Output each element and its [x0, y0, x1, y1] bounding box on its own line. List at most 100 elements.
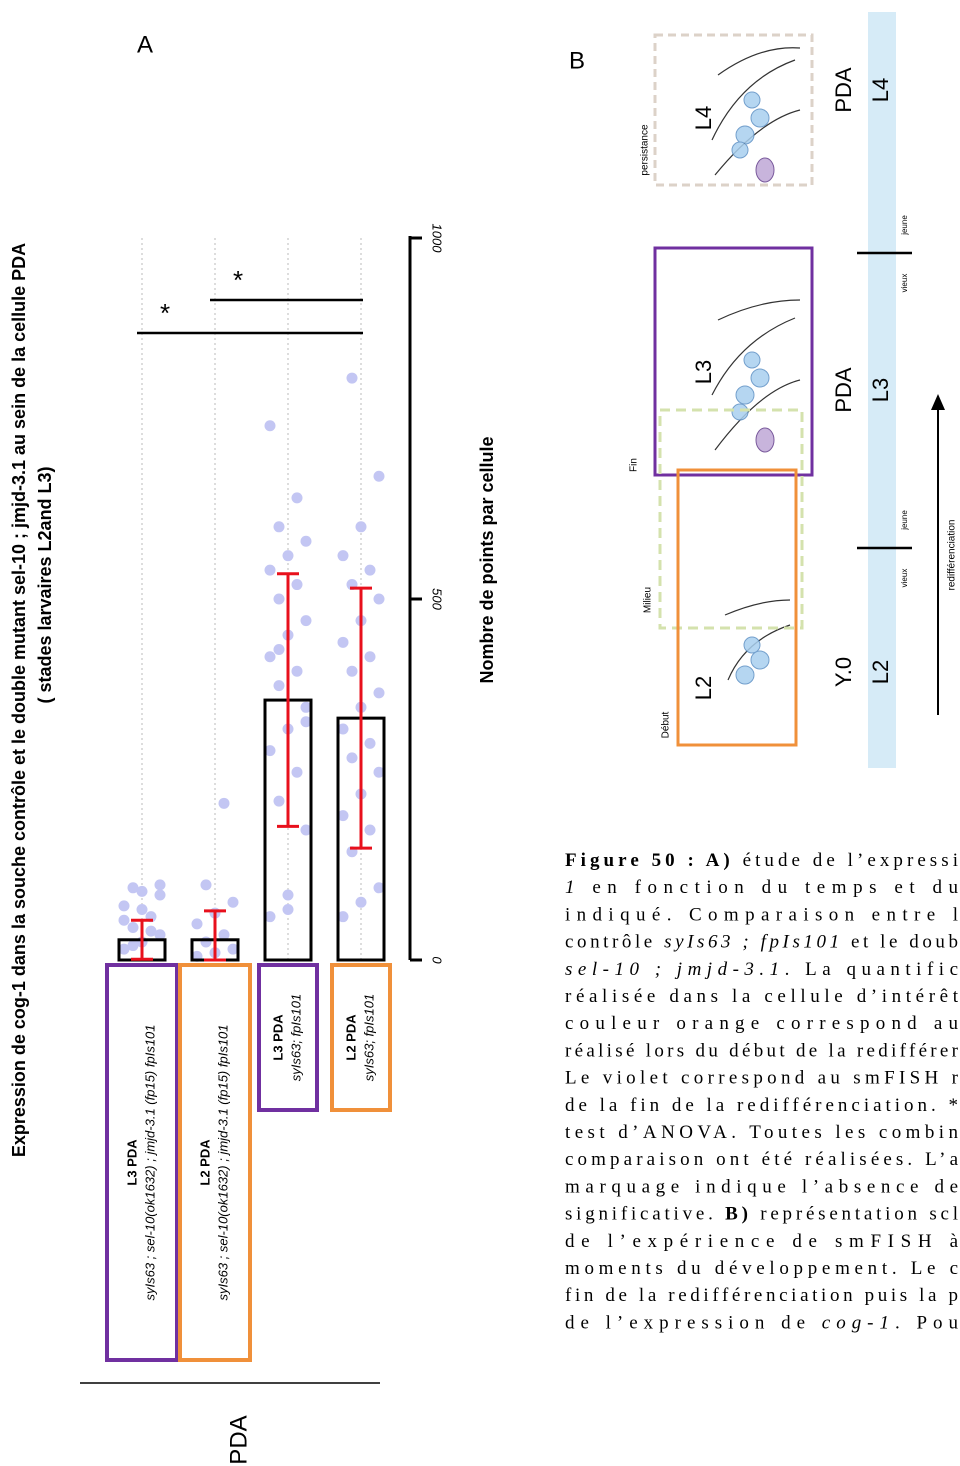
data-point: [200, 936, 212, 948]
caption-segment: réalisée dans la cellule d’intérêt: [565, 986, 959, 1007]
data-point: [291, 665, 303, 677]
category-box: [330, 963, 392, 1112]
stage-label: L2: [868, 660, 893, 684]
caption-line: fin de la redifférenciation puis la p: [565, 1285, 958, 1306]
data-point: [218, 797, 230, 809]
genotype-label: syIs63 ; sel-10(ok1632) ; jmjd-3.1 (fp15…: [215, 1024, 230, 1300]
data-point: [282, 903, 294, 915]
caption-segment: sel-10 ; jmjd-3.1: [565, 959, 779, 980]
caption-segment: de la fin de la redifférenciation. *: [565, 1095, 958, 1116]
data-point: [227, 943, 239, 955]
stage-box: [653, 33, 814, 187]
data-point: [273, 680, 285, 692]
data-point: [127, 922, 139, 934]
genotype-label: syIs63; fpIs101: [288, 994, 303, 1081]
arrow-head: [931, 394, 945, 410]
caption-segment: . Pou: [895, 1312, 959, 1333]
arrow-label: redifférenciation: [947, 520, 958, 591]
data-point: [291, 766, 303, 778]
caption-segment: indiqué. Comparaison entre l: [565, 904, 958, 925]
caption-line: test d’ANOVA. Toutes les combin: [565, 1122, 959, 1143]
caption-line: de l’expression de cog-1 . Pou: [565, 1312, 959, 1333]
panel-label: B: [569, 47, 585, 74]
data-point: [191, 918, 203, 930]
data-point: [136, 903, 148, 915]
data-point: [273, 644, 285, 656]
category-box: [257, 963, 319, 1112]
category-label: L3 PDA: [270, 1014, 285, 1061]
data-point: [273, 593, 285, 605]
caption-segment: étude de l’expressi: [734, 850, 958, 871]
data-point: [346, 665, 358, 677]
worm-sketch: [711, 47, 801, 681]
data-point: [337, 810, 349, 822]
data-point: [300, 615, 312, 627]
genotype-label: syIs63; fpIs101: [361, 994, 376, 1081]
cell-sketch: [731, 91, 770, 685]
caption-line: 1 en fonction du temps et du: [565, 877, 959, 898]
data-point: [273, 795, 285, 807]
caption-line: sel-10 ; jmjd-3.1 . La quantific: [565, 959, 958, 980]
data-point: [355, 521, 367, 533]
caption-line: comparaison ont été réalisées. L’a: [565, 1149, 959, 1170]
data-point: [136, 885, 148, 897]
caption-segment: fin de la redifférenciation puis la p: [565, 1285, 958, 1306]
data-point: [291, 579, 303, 591]
data-point: [373, 593, 385, 605]
data-point: [346, 752, 358, 764]
data-point: [127, 882, 139, 894]
y-tick-label: 0: [430, 956, 445, 964]
data-point: [218, 929, 230, 941]
caption-segment: en fonction du temps et du: [581, 877, 958, 898]
data-point: [264, 745, 276, 757]
caption-segment: significative.: [565, 1204, 721, 1225]
data-point: [282, 889, 294, 901]
significance-star: *: [160, 298, 170, 328]
data-point: [227, 896, 239, 908]
caption-segment: et le doub: [843, 932, 958, 953]
panel-label: A: [137, 31, 153, 58]
caption-line: Le violet correspond au smFISH r: [565, 1068, 959, 1089]
box-label: Milieu: [643, 587, 654, 613]
cell-label: Y.0: [831, 657, 856, 687]
caption-segment: marquage indique l’absence de: [565, 1176, 958, 1197]
old-label: vieux: [900, 274, 909, 293]
data-point: [300, 824, 312, 836]
y-tick-label: 500: [430, 588, 445, 610]
category-label: L2 PDA: [343, 1014, 358, 1061]
young-label: jeune: [900, 510, 909, 531]
worm-label: L2: [691, 676, 716, 700]
box-label: Fin: [629, 458, 640, 472]
caption-line: couleur orange correspond au: [565, 1013, 959, 1034]
stage-box: [658, 408, 804, 630]
caption-segment: moments du développement. Le c: [565, 1258, 958, 1279]
caption-segment: de l’expérience de smFISH à: [565, 1231, 959, 1252]
data-point: [373, 882, 385, 894]
caption-line: significative. B) représentation scl: [565, 1204, 958, 1225]
data-point: [373, 687, 385, 699]
data-point: [154, 929, 166, 941]
caption-segment: syIs63 ; fpIs101: [664, 932, 839, 953]
category-label: L2 PDA: [197, 1139, 212, 1186]
data-point: [291, 492, 303, 504]
caption-segment: de l’expression de: [565, 1312, 816, 1333]
data-point: [364, 564, 376, 576]
chart-subtitle: ( stades larvaires L2and L3): [35, 466, 55, 703]
caption-line: indiqué. Comparaison entre l: [565, 904, 958, 925]
data-point: [337, 550, 349, 562]
caption-segment: cog-1: [822, 1312, 889, 1333]
caption-segment: couleur orange correspond au: [565, 1013, 959, 1034]
stage-label: L4: [868, 78, 893, 102]
caption-line: de la fin de la redifférenciation. *: [565, 1095, 958, 1116]
caption-segment: réalisé lors du début de la redifférer: [565, 1040, 959, 1061]
data-point: [300, 701, 312, 713]
old-label: vieux: [900, 569, 909, 588]
caption-line: réalisée dans la cellule d’intérêt: [565, 986, 959, 1007]
category-box: [105, 963, 179, 1362]
data-point: [364, 737, 376, 749]
caption-segment: test d’ANOVA. Toutes les combin: [565, 1122, 959, 1143]
cell-label: PDA: [831, 67, 856, 113]
young-label: jeune: [900, 215, 909, 236]
y-tick-label: 1000: [430, 224, 445, 254]
